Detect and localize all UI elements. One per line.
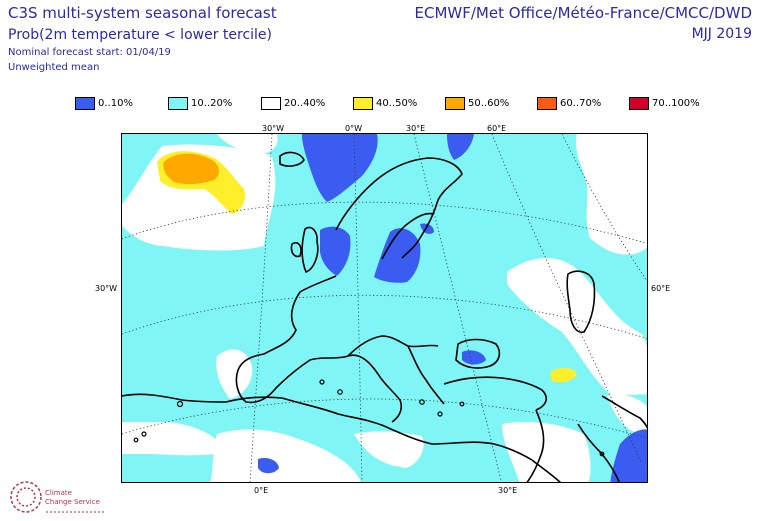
lon-label-top: 0°W — [345, 124, 362, 133]
lon-label-right: 60°E — [651, 284, 671, 293]
legend-label: 50..60% — [468, 97, 510, 109]
legend-label: 70..100% — [652, 97, 700, 109]
field-orange-atlantic — [163, 153, 219, 185]
legend-swatch — [75, 96, 95, 110]
field-white-africa — [122, 422, 227, 456]
lon-label-bottom: 0°E — [254, 486, 269, 495]
field-blue-norway — [447, 134, 474, 160]
logo-line: Climate — [45, 489, 72, 497]
map-canvas — [122, 134, 647, 482]
field-white-libya — [354, 431, 424, 468]
field-white-northeast — [575, 134, 647, 255]
legend-label: 0..10% — [98, 97, 133, 109]
variable-title: Prob(2m temperature < lower tercile) — [8, 27, 273, 43]
coastlines — [122, 151, 647, 482]
logo-line: Change Service — [45, 498, 100, 506]
field-blue-north-sea — [320, 226, 351, 276]
season-label: MJJ 2019 — [691, 26, 752, 42]
legend-swatch — [445, 96, 465, 110]
forecast-map — [121, 133, 648, 483]
field-white-sahara — [210, 429, 362, 482]
field-blue-southeast — [610, 429, 647, 482]
lon-label-top: 30°E — [406, 124, 426, 133]
legend-label: 60..70% — [560, 97, 602, 109]
lon-label-top: 30°W — [262, 124, 285, 133]
legend-label: 40..50% — [376, 97, 418, 109]
field-blue-sahara — [258, 458, 279, 474]
legend-swatch — [353, 96, 373, 110]
legend-item: 60..70% — [537, 95, 601, 111]
forecast-start-label: Nominal forecast start: 01/04/19 — [8, 47, 171, 58]
legend-swatch — [629, 96, 649, 110]
legend-item: 70..100% — [629, 95, 700, 111]
centres-label: ECMWF/Met Office/Météo-France/CMCC/DWD — [414, 4, 753, 22]
field-blue-greenland-sea — [302, 134, 378, 202]
legend-item: 50..60% — [445, 95, 509, 111]
lon-label-bottom: 30°E — [498, 486, 518, 495]
map-title: C3S multi-system seasonal forecast — [8, 4, 277, 22]
legend-label: 20..40% — [284, 97, 326, 109]
legend-item: 20..40% — [261, 95, 325, 111]
field-blue-finland — [420, 223, 434, 234]
lon-label-top: 60°E — [487, 124, 507, 133]
legend-swatch — [168, 96, 188, 110]
logo-text: Climate Change Service — [45, 489, 100, 507]
copernicus-logo — [10, 481, 106, 513]
islands — [133, 379, 605, 457]
field-white-southeast — [502, 422, 591, 482]
field-white-east — [507, 258, 647, 396]
field-blue-baltic — [374, 228, 421, 283]
legend-item: 10..20% — [168, 95, 232, 111]
legend-item: 40..50% — [353, 95, 417, 111]
mean-label: Unweighted mean — [8, 62, 100, 73]
field-white-north — [217, 134, 278, 154]
field-blue-black-sea — [462, 350, 486, 365]
legend-label: 10..20% — [191, 97, 233, 109]
legend-swatch — [261, 96, 281, 110]
legend-swatch — [537, 96, 557, 110]
field-yellow-turkey — [550, 368, 577, 383]
graticule — [122, 134, 647, 482]
lon-label-left: 30°W — [95, 284, 118, 293]
legend-item: 0..10% — [75, 95, 133, 111]
